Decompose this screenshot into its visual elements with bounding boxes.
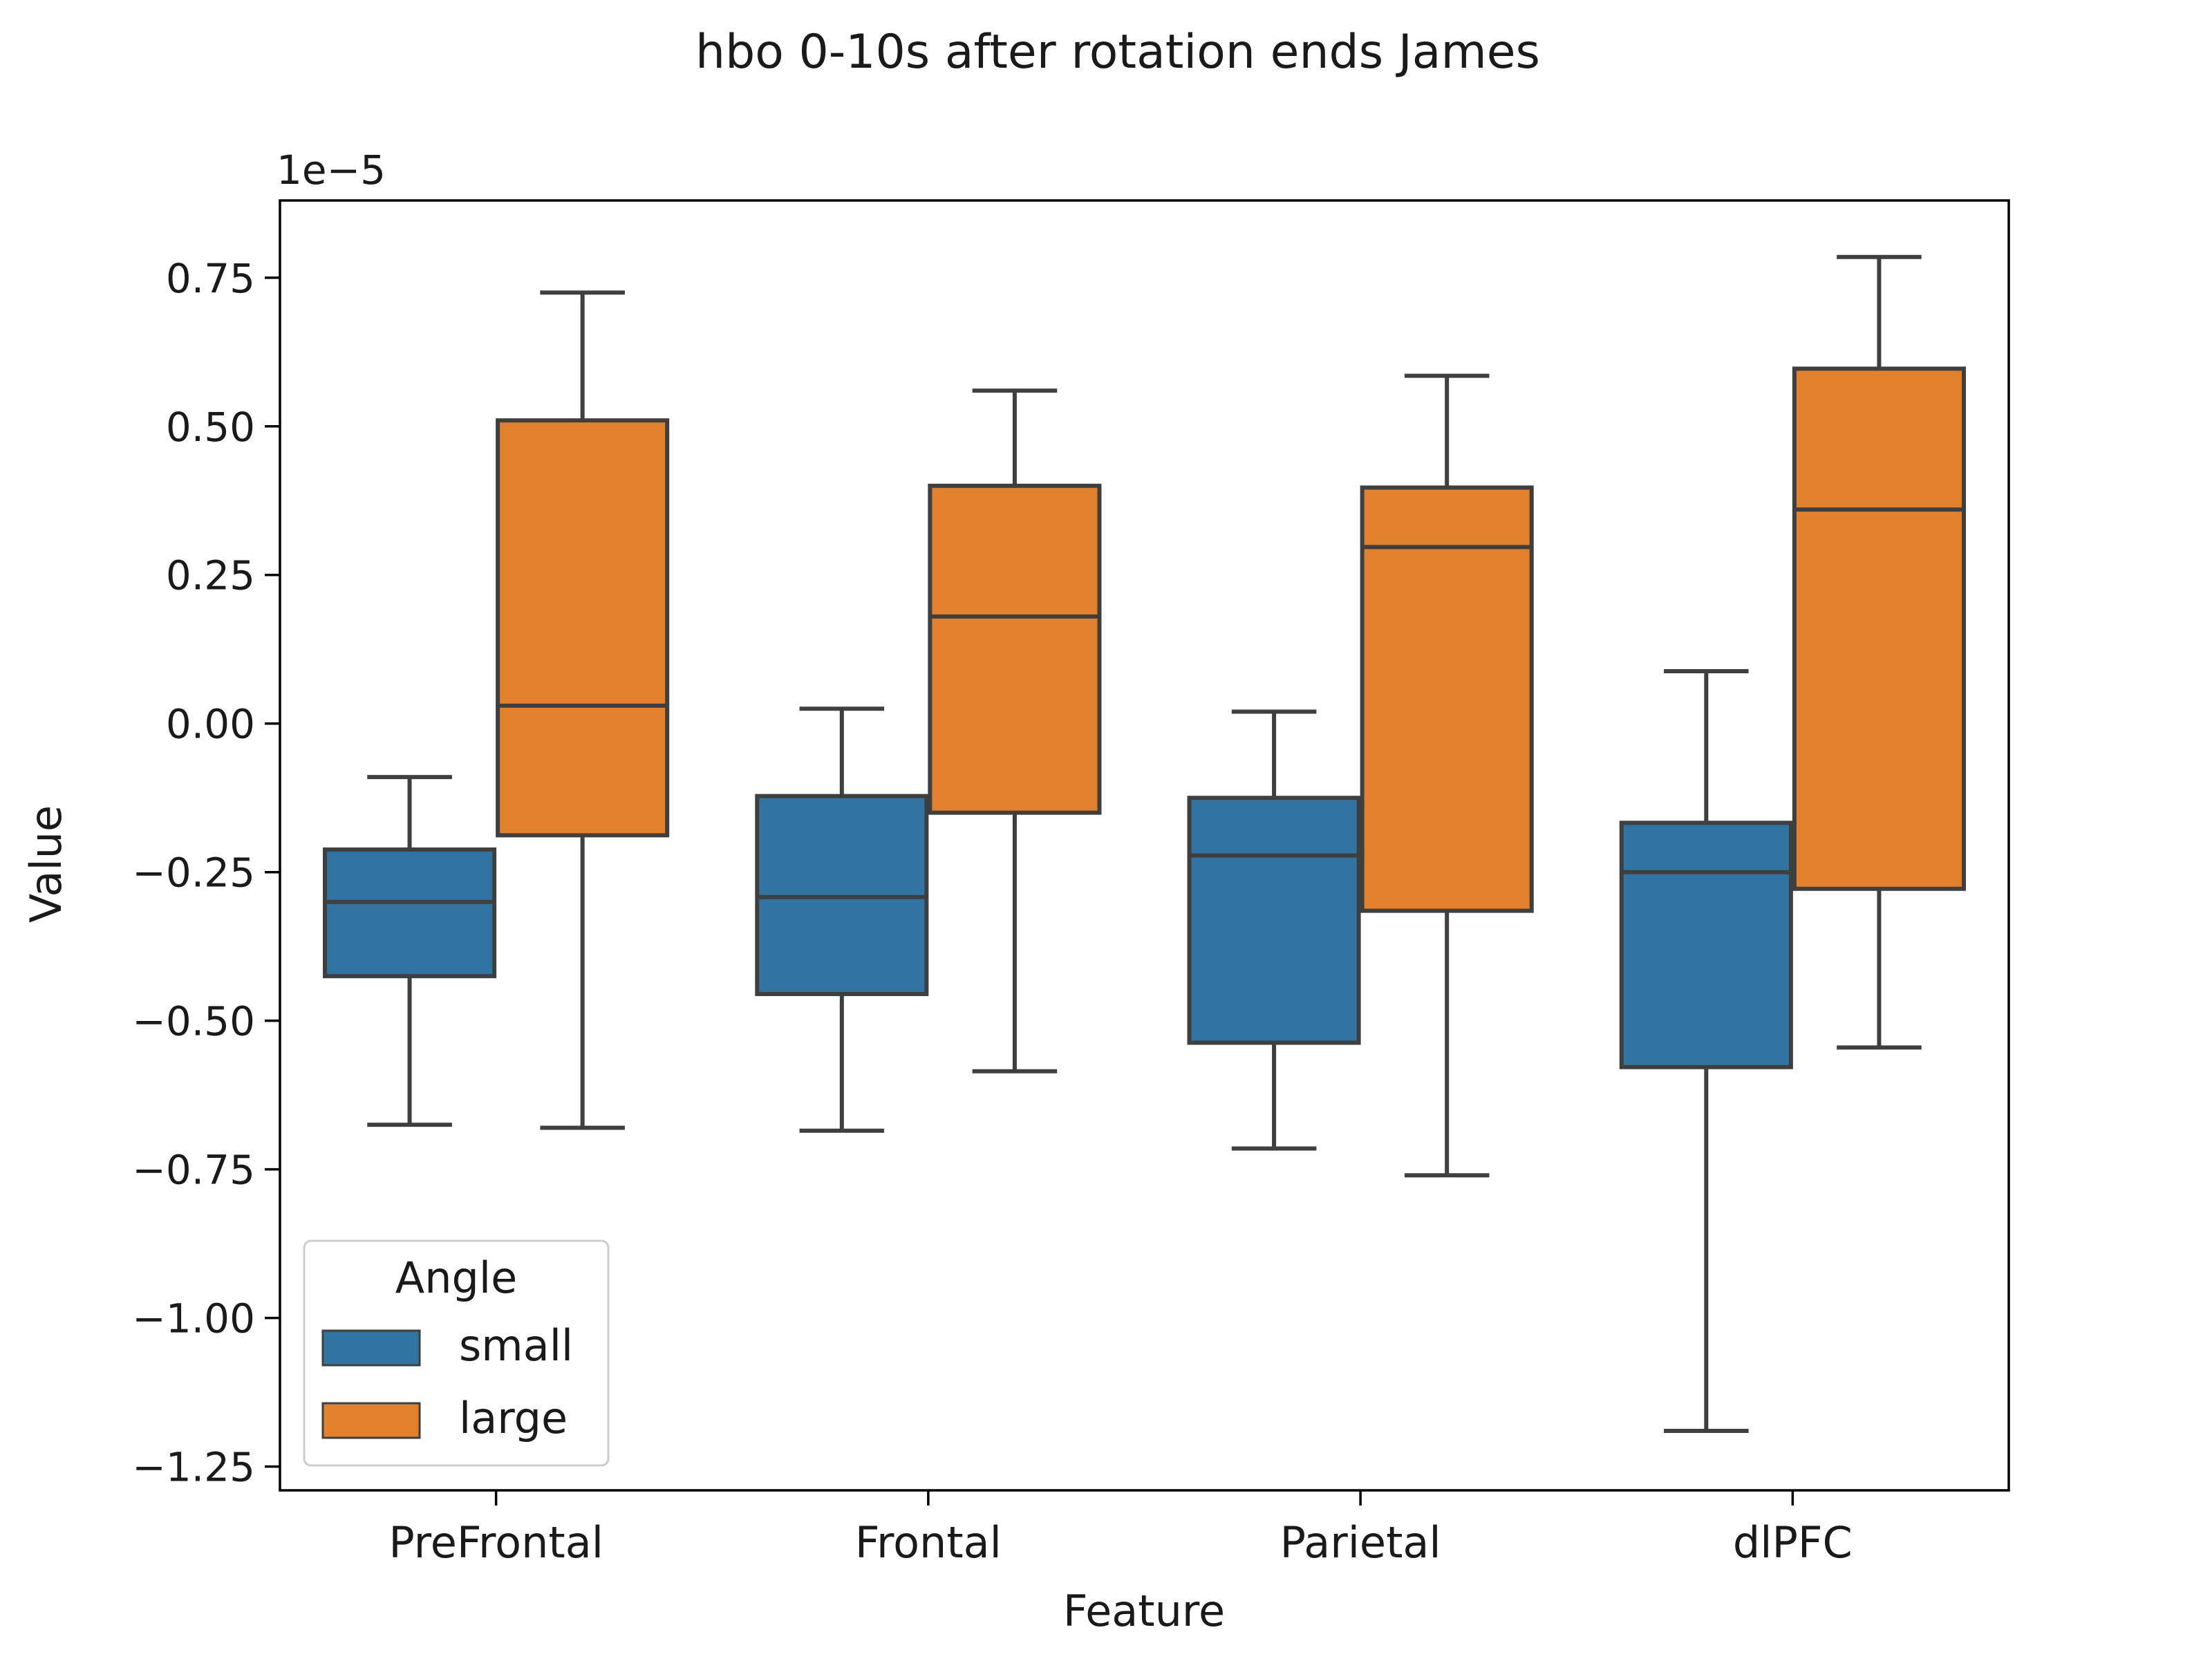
box-body: [323, 847, 497, 979]
y-tick-label: −1.00: [132, 1295, 255, 1342]
y-tick-label: 0.50: [166, 404, 255, 451]
box-small-Frontal: [755, 706, 929, 1133]
box-small-PreFrontal: [323, 775, 497, 1127]
legend-label-small: small: [459, 1320, 573, 1371]
legend-swatch-large: [321, 1402, 421, 1439]
legend-label-large: large: [459, 1393, 568, 1443]
box-body: [1792, 366, 1966, 891]
box-body: [1187, 796, 1361, 1045]
y-tick-label: −0.50: [132, 998, 255, 1045]
x-tick-label: Frontal: [855, 1517, 1002, 1568]
box-large-PreFrontal: [496, 290, 670, 1130]
plot-frame: [279, 199, 2010, 1492]
legend: Angle small large: [303, 1239, 610, 1467]
chart-title: hbo 0-10s after rotation ends James: [695, 25, 1540, 79]
y-axis-label: Value: [21, 805, 71, 923]
box-small-Parietal: [1187, 709, 1361, 1151]
box-body: [928, 483, 1102, 815]
y-tick-label: 0.75: [166, 255, 255, 302]
x-tick-label: PreFrontal: [388, 1517, 603, 1568]
legend-title: Angle: [395, 1253, 517, 1303]
y-tick-label: −1.25: [132, 1444, 255, 1491]
box-body: [755, 794, 929, 996]
y-tick-label: 0.00: [166, 701, 255, 748]
box-body: [496, 418, 670, 838]
x-tick-label: Parietal: [1280, 1517, 1441, 1568]
y-tick-label: −0.25: [132, 850, 255, 897]
x-axis-label: Feature: [1063, 1586, 1225, 1636]
x-axis: PreFrontal Frontal Parietal dlPFC: [388, 1490, 1853, 1568]
box-body: [1619, 821, 1793, 1069]
y-tick-label: −0.75: [132, 1147, 255, 1194]
y-tick-label: 0.25: [166, 552, 255, 599]
box-series: [323, 254, 1966, 1434]
box-large-Parietal: [1360, 373, 1534, 1178]
y-axis: 0.75 0.50 0.25 0.00 −0.25 −0.50 −0.75 −1.00 −1.2…: [132, 255, 280, 1491]
legend-swatch-small: [321, 1329, 421, 1367]
box-large-Frontal: [928, 388, 1102, 1074]
box-small-dlPFC: [1619, 669, 1793, 1434]
x-tick-label: dlPFC: [1733, 1517, 1853, 1568]
y-offset-label: 1e−5: [276, 147, 386, 194]
box-body: [1360, 485, 1534, 913]
box-large-dlPFC: [1792, 254, 1966, 1050]
